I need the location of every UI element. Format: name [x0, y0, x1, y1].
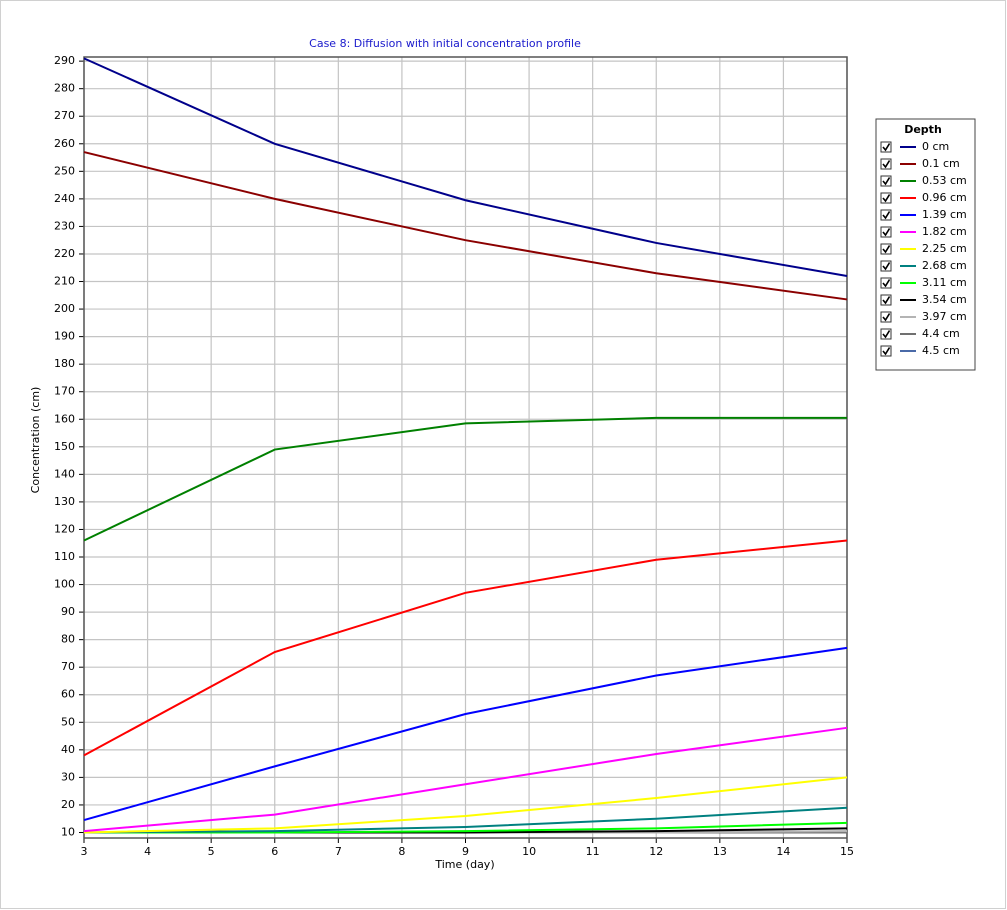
legend-checkmark — [882, 313, 891, 322]
legend-label: 0.53 cm — [922, 174, 967, 187]
y-tick-label: 120 — [54, 522, 75, 535]
data-line — [83, 539, 848, 757]
legend-checkbox[interactable] — [880, 345, 892, 357]
y-tick-label: 140 — [54, 467, 75, 480]
plot-frame — [83, 56, 848, 839]
legend-checkbox[interactable] — [880, 158, 892, 170]
y-tick-label: 110 — [54, 550, 75, 563]
legend-label: 2.25 cm — [922, 242, 967, 255]
x-tick-label: 10 — [522, 845, 536, 858]
data-line — [83, 806, 848, 834]
x-tick-label: 5 — [208, 845, 215, 858]
x-tick-label: 4 — [144, 845, 151, 858]
legend-label: 2.68 cm — [922, 259, 967, 272]
legend-checkbox[interactable] — [880, 192, 892, 204]
y-tick-label: 180 — [54, 357, 75, 370]
data-line — [83, 726, 848, 833]
legend-checkmark — [882, 347, 891, 356]
legend-checkbox[interactable] — [880, 294, 892, 306]
y-tick-label: 250 — [54, 164, 75, 177]
legend-checkbox[interactable] — [880, 141, 892, 153]
y-tick-label: 230 — [54, 219, 75, 232]
y-tick-label: 10 — [61, 825, 75, 838]
y-tick-label: 30 — [61, 770, 75, 783]
data-line — [83, 57, 848, 277]
legend-box — [875, 118, 976, 371]
legend-checkmark — [882, 296, 891, 305]
x-tick-label: 9 — [462, 845, 469, 858]
y-tick-label: 70 — [61, 660, 75, 673]
legend-checkbox[interactable] — [880, 260, 892, 272]
legend-checkmark — [882, 262, 891, 271]
legend-checkbox[interactable] — [880, 277, 892, 289]
y-tick-label: 190 — [54, 330, 75, 343]
legend-checkmark — [882, 228, 891, 237]
y-tick-label: 290 — [54, 54, 75, 67]
y-tick-label: 20 — [61, 798, 75, 811]
y-tick-label: 130 — [54, 495, 75, 508]
legend-checkmark — [882, 211, 891, 220]
y-tick-label: 220 — [54, 247, 75, 260]
y-tick-label: 260 — [54, 137, 75, 150]
x-tick-label: 13 — [713, 845, 727, 858]
data-line — [83, 776, 848, 834]
legend: Depth 0 cm 0.1 cm 0.53 cm 0.96 cm 1.39 cm 1.82… — [875, 118, 976, 371]
y-tick-label: 80 — [61, 633, 75, 646]
x-tick-label: 14 — [776, 845, 790, 858]
legend-label: 3.54 cm — [922, 293, 967, 306]
y-tick-label: 240 — [54, 192, 75, 205]
x-tick-label: 6 — [271, 845, 278, 858]
legend-checkbox[interactable] — [880, 226, 892, 238]
legend-title: Depth — [904, 123, 942, 136]
legend-label: 0.1 cm — [922, 157, 960, 170]
y-tick-label: 50 — [61, 715, 75, 728]
legend-checkmark — [882, 143, 891, 152]
y-tick-label: 160 — [54, 412, 75, 425]
x-tick-label: 11 — [586, 845, 600, 858]
legend-label: 3.97 cm — [922, 310, 967, 323]
y-tick-label: 170 — [54, 385, 75, 398]
data-line — [83, 416, 847, 542]
y-tick-label: 40 — [61, 743, 75, 756]
data-line — [83, 151, 848, 301]
x-tick-label: 15 — [840, 845, 854, 858]
x-tick-label: 8 — [398, 845, 405, 858]
x-axis-label: Time (day) — [434, 858, 494, 871]
y-tick-label: 280 — [54, 82, 75, 95]
legend-checkmark — [882, 330, 891, 339]
legend-label: 1.39 cm — [922, 208, 967, 221]
legend-checkbox[interactable] — [880, 243, 892, 255]
legend-label: 0 cm — [922, 140, 949, 153]
legend-label: 0.96 cm — [922, 191, 967, 204]
legend-checkbox[interactable] — [880, 209, 892, 221]
legend-checkmark — [882, 279, 891, 288]
legend-label: 4.5 cm — [922, 344, 960, 357]
legend-label: 1.82 cm — [922, 225, 967, 238]
data-line — [83, 646, 848, 822]
y-tick-label: 270 — [54, 109, 75, 122]
legend-label: 3.11 cm — [922, 276, 967, 289]
y-tick-label: 200 — [54, 302, 75, 315]
y-tick-label: 150 — [54, 440, 75, 453]
legend-checkbox[interactable] — [880, 175, 892, 187]
x-tick-label: 7 — [335, 845, 342, 858]
y-tick-label: 60 — [61, 688, 75, 701]
y-tick-label: 90 — [61, 605, 75, 618]
legend-checkbox[interactable] — [880, 328, 892, 340]
legend-checkmark — [882, 177, 891, 186]
x-tick-label: 3 — [81, 845, 88, 858]
legend-checkmark — [882, 194, 891, 203]
x-tick-label: 12 — [649, 845, 663, 858]
legend-checkmark — [882, 160, 891, 169]
legend-label: 4.4 cm — [922, 327, 960, 340]
chart-title: Case 8: Diffusion with initial concentra… — [309, 37, 581, 50]
legend-checkmark — [882, 245, 891, 254]
y-tick-label: 210 — [54, 275, 75, 288]
legend-checkbox[interactable] — [880, 311, 892, 323]
y-axis-label: Concentration (cm) — [29, 387, 42, 494]
y-tick-label: 100 — [54, 578, 75, 591]
